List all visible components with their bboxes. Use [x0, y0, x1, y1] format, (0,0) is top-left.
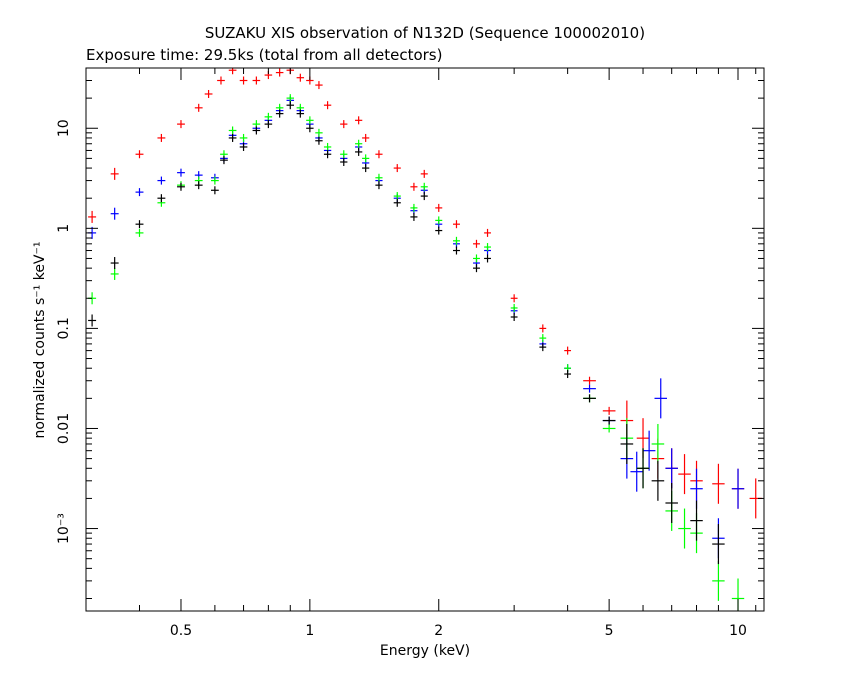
y-tick-label: 10 [56, 119, 72, 137]
x-tick-label: 0.5 [170, 623, 192, 639]
x-tick-label: 1 [305, 623, 314, 639]
y-tick-label: 0.1 [56, 317, 72, 339]
series-2 [88, 94, 745, 611]
y-tick-label: 10⁻³ [56, 513, 72, 544]
series-1 [88, 96, 745, 559]
x-axis-title: Energy (keV) [380, 643, 470, 659]
chart-subtitle: Exposure time: 29.5ks (total from all de… [86, 46, 442, 64]
series-0 [88, 68, 762, 519]
plot-frame [85, 67, 765, 612]
y-axis-title: normalized counts s⁻¹ keV⁻¹ [32, 241, 48, 438]
chart-title: SUZAKU XIS observation of N132D (Sequenc… [205, 24, 645, 42]
plot-data [88, 68, 762, 611]
x-tick-label: 5 [605, 623, 614, 639]
y-tick-label: 1 [56, 224, 72, 233]
y-tick-label: 0.01 [56, 413, 72, 444]
series-3 [88, 101, 725, 565]
x-tick-label: 2 [434, 623, 443, 639]
x-tick-label: 10 [729, 623, 747, 639]
series-group [88, 68, 762, 611]
axis-ticks: 0.5 1 2 5 10 10 1 0.1 0.01 10⁻³ [56, 68, 764, 639]
